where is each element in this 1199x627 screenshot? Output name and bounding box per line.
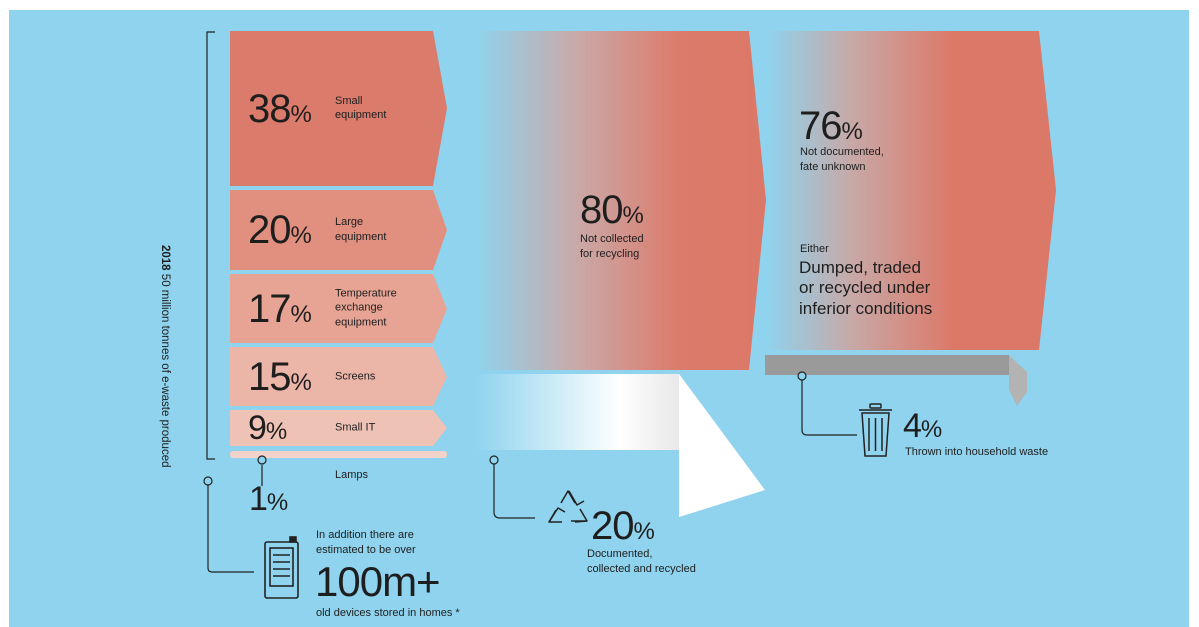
- phone-icon: [264, 536, 299, 599]
- category-value: 15: [248, 354, 291, 399]
- unknown-label: Not documented, fate unknown: [800, 146, 884, 173]
- arrow-temperature-exchange: [230, 274, 447, 343]
- category-small-equipment: 38% Small equipment: [248, 86, 387, 131]
- category-screens: 15% Screens: [248, 354, 376, 399]
- arrow-small-it: [230, 410, 447, 446]
- bracket: [206, 31, 215, 460]
- collected-label: Documented, collected and recycled: [587, 548, 696, 575]
- side-label-year: 2018: [159, 245, 171, 271]
- category-value: 9: [248, 409, 267, 447]
- stored-value: 100m+: [315, 558, 441, 605]
- side-label: 2018 50 million tonnes of e-waste produc…: [155, 245, 171, 468]
- category-large-equipment: 20% Large equipment: [248, 208, 387, 252]
- not-collected-label: Not collected for recycling: [580, 233, 644, 260]
- unknown-value: 76%: [799, 104, 863, 148]
- infographic: 2018 50 million tonnes of e-waste produc…: [9, 10, 1189, 627]
- lamps-value: 1%: [249, 480, 288, 518]
- category-label: Screens: [335, 370, 376, 383]
- household-value: 4%: [903, 407, 942, 445]
- bar-household: [765, 355, 1009, 375]
- category-value: 20: [248, 208, 291, 252]
- not-collected-value: 80%: [580, 188, 644, 232]
- category-value: 38: [248, 86, 291, 131]
- trash-bin-icon: [859, 403, 892, 457]
- fate-text: Dumped, traded or recycled under inferio…: [799, 258, 933, 318]
- stored-intro: In addition there are estimated to be ov…: [316, 529, 416, 556]
- category-label: Small IT: [335, 421, 376, 434]
- category-small-it: 9% Small IT: [248, 409, 376, 447]
- arrow-small-equipment: [230, 31, 447, 186]
- category-label: Small equipment: [335, 94, 387, 122]
- either-label: Either: [800, 243, 829, 255]
- stored-caption: old devices stored in homes *: [316, 607, 460, 619]
- flow-graphics: [203, 31, 1056, 599]
- recycle-icon: [548, 490, 588, 523]
- household-label: Thrown into household waste: [905, 446, 1049, 458]
- bar-household-tail: [1009, 355, 1027, 406]
- flow-collected-tip: [679, 374, 765, 517]
- collected-value: 20%: [591, 504, 655, 548]
- category-label: Large equipment: [335, 216, 387, 243]
- bar-lamps: [230, 451, 447, 458]
- category-value: 17: [248, 286, 291, 331]
- flow-unknown: [766, 31, 1056, 350]
- arrow-screens: [230, 347, 447, 406]
- category-temperature-exchange: 17% Temperature exchange equipment: [248, 286, 397, 331]
- arrow-large-equipment: [230, 190, 447, 270]
- lamps-label: Lamps: [335, 469, 369, 481]
- side-label-text: 50 million tonnes of e-waste produced: [159, 273, 171, 468]
- flow-not-collected: [475, 31, 766, 370]
- category-label: Temperature exchange equipment: [335, 287, 397, 329]
